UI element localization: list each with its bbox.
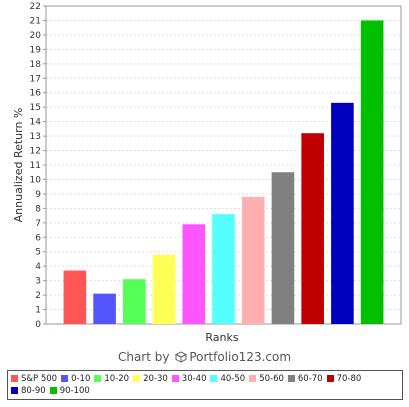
y-tick-label: 19 bbox=[30, 45, 42, 55]
y-tick-label: 4 bbox=[35, 262, 41, 272]
legend-label: 40-50 bbox=[220, 374, 246, 384]
y-tick-label: 1 bbox=[35, 306, 41, 316]
y-tick-label: 20 bbox=[30, 31, 42, 41]
bar-50-60 bbox=[241, 196, 265, 324]
legend-label: 20-30 bbox=[143, 374, 168, 384]
y-tick-label: 8 bbox=[35, 204, 41, 214]
y-tick-label: 22 bbox=[30, 2, 41, 12]
y-tick-label: 21 bbox=[30, 16, 41, 26]
legend-item: 40-50 bbox=[210, 373, 245, 385]
legend-swatch bbox=[249, 374, 257, 382]
legend-item: 90-100 bbox=[49, 385, 90, 397]
y-axis-label: Annualized Return % bbox=[12, 108, 25, 223]
bar-20-30 bbox=[152, 254, 176, 324]
y-tick-label: 2 bbox=[35, 291, 41, 301]
legend-swatch bbox=[61, 374, 69, 382]
bar-60-70 bbox=[271, 172, 295, 324]
chart-credit: Chart by Portfolio123.com bbox=[0, 350, 409, 366]
legend-label: 0-10 bbox=[71, 374, 91, 384]
bar-90-100 bbox=[360, 20, 384, 324]
legend-label: S&P 500 bbox=[21, 374, 58, 384]
bar-0-10 bbox=[93, 293, 116, 324]
legend-swatch bbox=[133, 374, 141, 382]
y-tick-label: 7 bbox=[35, 219, 41, 229]
legend-item: 10-20 bbox=[94, 373, 129, 385]
legend-swatch bbox=[11, 386, 18, 394]
y-tick-label: 5 bbox=[35, 248, 41, 258]
x-axis-label: Ranks bbox=[205, 331, 238, 344]
legend-label: 70-80 bbox=[336, 374, 362, 384]
y-tick-label: 9 bbox=[35, 190, 41, 200]
y-tick-label: 14 bbox=[30, 118, 42, 128]
y-tick-label: 13 bbox=[30, 132, 41, 142]
legend-label: 10-20 bbox=[104, 374, 130, 384]
bar-10-20 bbox=[123, 279, 146, 324]
credit-brand: Portfolio123.com bbox=[189, 350, 292, 364]
legend-item: 20-30 bbox=[133, 373, 168, 385]
y-tick-label: 11 bbox=[30, 161, 41, 171]
legend-label: 90-100 bbox=[59, 386, 90, 396]
legend-swatch bbox=[11, 374, 18, 382]
bars bbox=[63, 20, 384, 324]
y-tick-label: 10 bbox=[30, 175, 42, 185]
legend-swatch bbox=[94, 374, 102, 382]
legend-label: 80-90 bbox=[21, 386, 46, 396]
legend-item: 30-40 bbox=[171, 373, 207, 385]
legend-swatch bbox=[326, 374, 334, 382]
y-tick-label: 16 bbox=[30, 89, 42, 99]
bar-s-p-500 bbox=[63, 270, 87, 324]
legend-swatch bbox=[49, 386, 57, 394]
legend-item: 60-70 bbox=[287, 373, 323, 385]
bar-80-90 bbox=[331, 102, 354, 324]
cube-logo-icon bbox=[175, 351, 188, 366]
legend-item: S&P 500 bbox=[11, 373, 57, 385]
legend-item: 70-80 bbox=[326, 373, 362, 385]
legend-item: 0-10 bbox=[61, 373, 90, 385]
legend-label: 60-70 bbox=[297, 374, 323, 384]
y-tick-label: 6 bbox=[35, 233, 41, 243]
y-tick-label: 3 bbox=[35, 277, 41, 287]
legend-swatch bbox=[210, 374, 218, 382]
bar-40-50 bbox=[212, 214, 235, 324]
legend-swatch bbox=[287, 374, 295, 382]
y-tick-label: 17 bbox=[30, 74, 41, 84]
bar-30-40 bbox=[182, 224, 206, 324]
legend-label: 30-40 bbox=[181, 374, 207, 384]
legend-label: 50-60 bbox=[259, 374, 284, 384]
y-tick-label: 15 bbox=[30, 103, 41, 113]
y-tick-label: 18 bbox=[30, 60, 42, 70]
legend-item: 80-90 bbox=[11, 385, 46, 397]
credit-prefix: Chart by bbox=[117, 350, 170, 364]
y-tick-label: 0 bbox=[35, 320, 41, 330]
bar-70-80 bbox=[301, 133, 324, 324]
y-tick-label: 12 bbox=[30, 147, 41, 157]
legend-swatch bbox=[171, 374, 179, 382]
legend-item: 50-60 bbox=[249, 373, 284, 385]
legend: S&P 500 0-10 10-20 20-30 30-40 40-50 50-60 60-7… bbox=[7, 370, 403, 400]
